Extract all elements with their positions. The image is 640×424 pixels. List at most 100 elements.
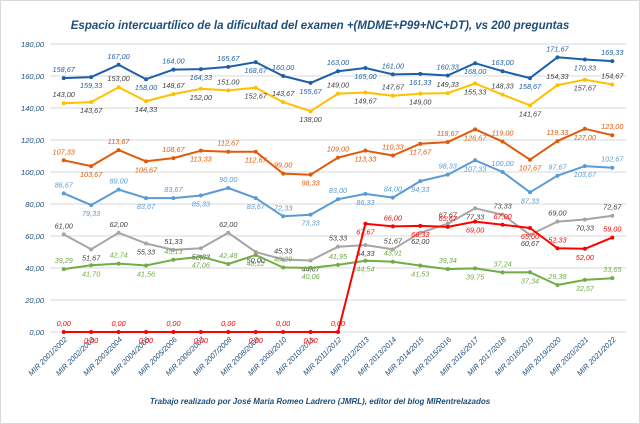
data-point	[501, 140, 505, 144]
data-label: 113,67	[108, 137, 131, 146]
data-point	[171, 330, 175, 334]
chart-title: Espacio intercuartílico de la dificultad…	[71, 20, 570, 32]
data-label: 103,67	[80, 170, 103, 179]
data-point	[336, 330, 340, 334]
data-label: 148,33	[491, 82, 513, 91]
chart-caption: Trabajo realizado por José María Romeo L…	[150, 397, 491, 406]
data-point	[446, 91, 450, 95]
data-label: 151,00	[217, 77, 239, 86]
data-label: 106,67	[135, 165, 158, 174]
data-point	[501, 223, 505, 227]
data-point	[254, 150, 258, 154]
data-point	[226, 150, 230, 154]
data-label: 37,24	[493, 259, 511, 268]
data-point	[528, 158, 532, 162]
data-point	[171, 156, 175, 160]
data-point	[336, 263, 340, 267]
data-point	[89, 247, 93, 251]
data-label: 167,00	[107, 52, 129, 61]
data-label: 86,33	[356, 198, 374, 207]
data-point	[391, 94, 395, 98]
y-tick-label: 20,00	[24, 296, 45, 305]
data-point	[336, 197, 340, 201]
data-point	[610, 214, 614, 218]
data-point	[89, 164, 93, 168]
data-point	[528, 270, 532, 274]
data-label: 157,67	[574, 84, 597, 93]
data-label: 66,00	[384, 213, 402, 222]
data-label: 83,67	[137, 202, 156, 211]
data-label: 107,33	[53, 147, 75, 156]
data-label: 143,67	[272, 89, 295, 98]
data-label: 160,00	[272, 63, 294, 72]
data-label: 98,33	[301, 179, 319, 188]
data-point	[418, 142, 422, 146]
data-point	[473, 206, 477, 210]
data-label: 0,00	[303, 336, 317, 345]
data-label: 85,33	[192, 199, 210, 208]
data-label: 86,67	[55, 180, 74, 189]
data-point	[555, 139, 559, 143]
data-point	[199, 255, 203, 259]
data-label: 99,00	[274, 161, 292, 170]
data-label: 73,33	[301, 219, 319, 228]
data-label: 48,12	[247, 259, 265, 268]
data-label: 72,67	[603, 203, 622, 212]
data-label: 79,33	[82, 209, 100, 218]
data-point	[89, 330, 93, 334]
data-point	[309, 259, 313, 263]
data-point	[281, 330, 285, 334]
data-label: 52,00	[576, 253, 594, 262]
data-point	[254, 330, 258, 334]
data-point	[363, 222, 367, 226]
data-label: 155,67	[299, 87, 322, 96]
data-label: 62,00	[109, 220, 127, 229]
data-point	[501, 93, 505, 97]
data-label: 161,33	[409, 78, 431, 87]
data-point	[226, 65, 230, 69]
data-point	[446, 140, 450, 144]
data-label: 112,67	[245, 156, 268, 165]
data-point	[555, 246, 559, 250]
data-label: 0,00	[166, 319, 180, 328]
data-label: 65,00	[521, 232, 539, 241]
data-point	[336, 92, 340, 96]
data-label: 83,00	[329, 186, 347, 195]
data-label: 154,33	[546, 72, 568, 81]
data-label: 0,00	[84, 336, 98, 345]
data-point	[473, 220, 477, 224]
data-label: 42,74	[109, 251, 127, 260]
data-label: 169,33	[601, 48, 623, 57]
data-label: 113,33	[355, 155, 377, 164]
data-point	[226, 262, 230, 266]
data-point	[583, 127, 587, 131]
data-point	[117, 148, 121, 152]
data-point	[254, 60, 258, 64]
data-point	[62, 330, 66, 334]
data-point	[309, 213, 313, 217]
data-point	[226, 186, 230, 190]
data-label: 51,33	[164, 237, 182, 246]
data-point	[583, 247, 587, 251]
data-point	[501, 270, 505, 274]
data-label: 164,00	[162, 57, 184, 66]
data-point	[117, 330, 121, 334]
data-label: 168,00	[464, 67, 486, 76]
data-label: 89,00	[109, 177, 127, 186]
data-point	[171, 92, 175, 96]
data-point	[171, 258, 175, 262]
data-point	[117, 63, 121, 67]
data-label: 158,67	[53, 65, 76, 74]
y-tick-label: 60,00	[25, 232, 45, 241]
data-point	[144, 99, 148, 103]
data-point	[89, 100, 93, 104]
data-label: 161,00	[382, 61, 404, 70]
data-label: 33,65	[603, 265, 622, 274]
data-label: 171,67	[546, 44, 569, 53]
data-label: 41,53	[411, 270, 429, 279]
data-point	[199, 330, 203, 334]
data-point	[117, 188, 121, 192]
data-point	[391, 260, 395, 264]
data-label: 67,00	[493, 212, 511, 221]
data-label: 29,38	[547, 272, 567, 281]
